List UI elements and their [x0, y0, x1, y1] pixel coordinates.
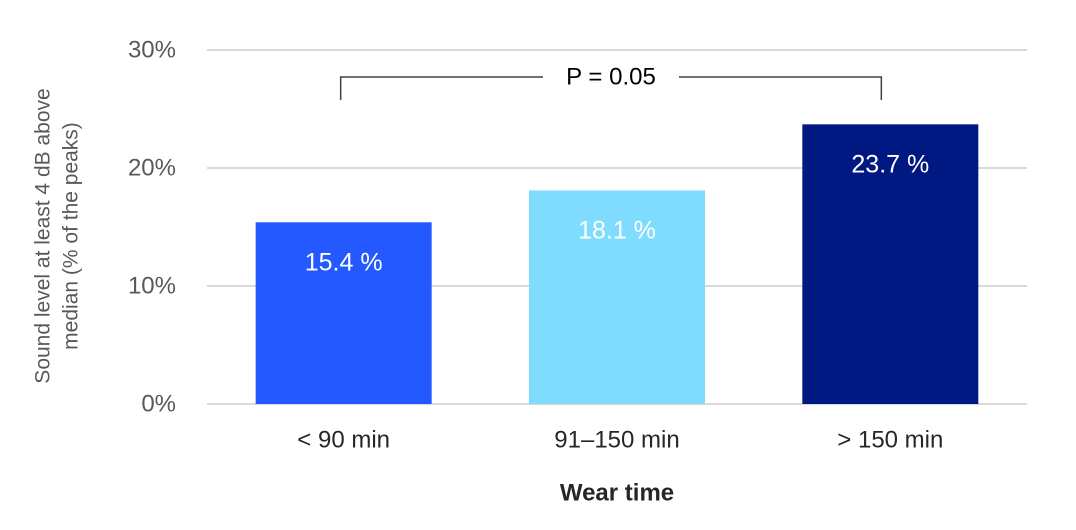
bars	[255, 124, 979, 404]
y-tick-label: 20%	[128, 155, 176, 182]
bar-value-label: 15.4 %	[305, 248, 383, 276]
y-tick-label: 10%	[128, 273, 176, 300]
significance-label-background	[543, 63, 679, 91]
x-tick-label: 91–150 min	[554, 427, 679, 454]
significance-annotation: P = 0.05	[339, 63, 883, 100]
bar-value-label: 18.1 %	[578, 216, 656, 244]
y-tick-label: 0%	[141, 391, 176, 418]
bar	[529, 190, 705, 404]
x-tick-label: < 90 min	[297, 427, 390, 454]
significance-label: P = 0.05	[566, 64, 656, 91]
bar-value-label: 23.7 %	[851, 150, 929, 178]
y-axis-title-line-2: median (% of the peaks)	[60, 122, 83, 350]
data-labels: 15.4 % 18.1 % 23.7 %	[305, 150, 930, 276]
y-tick-label: 30%	[128, 37, 176, 64]
y-axis-title-line-1: Sound level at least 4 dB above	[32, 88, 55, 383]
y-axis-ticks: 0% 10% 20% 30%	[128, 37, 176, 418]
x-tick-label: > 150 min	[837, 427, 943, 454]
x-axis-title: Wear time	[560, 480, 674, 507]
y-axis-title: Sound level at least 4 dB above median (…	[32, 88, 83, 383]
bar	[255, 222, 432, 404]
x-axis-ticks: < 90 min 91–150 min > 150 min	[297, 427, 943, 454]
bar	[802, 124, 979, 404]
